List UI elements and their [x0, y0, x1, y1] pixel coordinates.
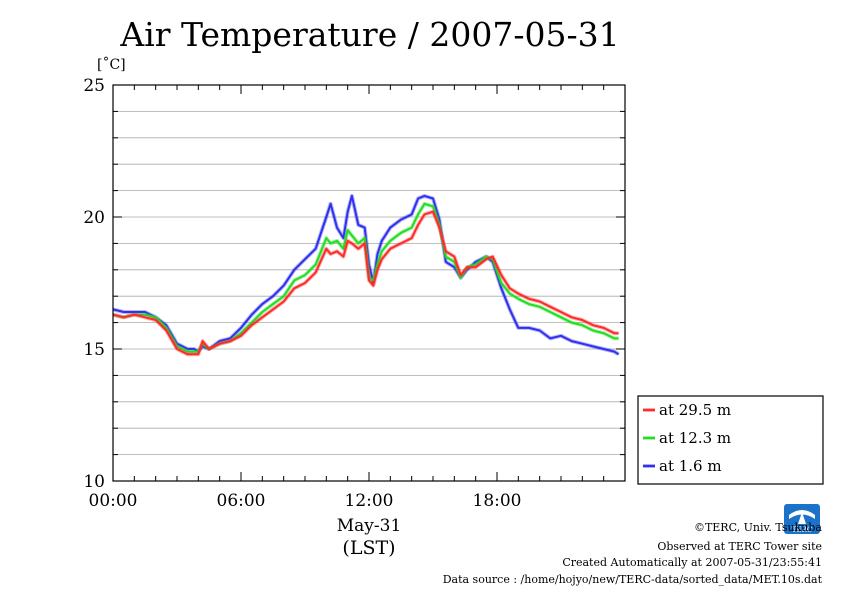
- x-tick-label: 06:00: [217, 491, 266, 511]
- legend-label: at 1.6 m: [659, 457, 722, 475]
- x-axis-zone-label: (LST): [342, 537, 395, 559]
- credits-block: ©TERC, Univ. Tsukuba Observed at TERC To…: [443, 521, 823, 586]
- x-tick-labels: 00:00 06:00 12:00 18:00: [89, 491, 522, 511]
- axis-ticks: [112, 84, 626, 482]
- credit-created: Created Automatically at 2007-05-31/23:5…: [562, 556, 822, 569]
- x-tick-label: 18:00: [473, 491, 522, 511]
- legend-label: at 29.5 m: [659, 401, 731, 419]
- x-tick-label: 00:00: [89, 491, 138, 511]
- terc-logo: TERC: [784, 504, 820, 534]
- credit-copyright: ©TERC, Univ. Tsukuba: [694, 521, 822, 534]
- x-tick-label: 12:00: [345, 491, 394, 511]
- chart-title: Air Temperature / 2007-05-31: [119, 15, 619, 54]
- legend-box: [637, 395, 824, 485]
- y-tick-label: 20: [83, 208, 105, 228]
- series-line: [112, 194, 620, 356]
- series-lines: [112, 193, 620, 357]
- grid-lines: [113, 111, 625, 456]
- legend-label: at 12.3 m: [659, 429, 731, 447]
- credit-observed: Observed at TERC Tower site: [657, 540, 822, 553]
- series-halo: [112, 193, 620, 356]
- y-tick-label: 15: [83, 340, 105, 360]
- series-line: [112, 210, 619, 356]
- terc-logo-text: TERC: [792, 526, 812, 534]
- x-axis-date-label: May-31: [337, 516, 402, 536]
- y-tick-label: 10: [83, 472, 105, 492]
- y-tick-labels: 10 15 20 25: [83, 76, 105, 492]
- y-tick-label: 25: [83, 76, 105, 96]
- legend: at 29.5 m at 12.3 m at 1.6 m: [637, 395, 824, 485]
- credit-source: Data source : /home/hojyo/new/TERC-data/…: [443, 573, 823, 586]
- y-axis-unit-label: [˚C]: [97, 56, 126, 73]
- terc-logo-drop-icon: [798, 512, 806, 524]
